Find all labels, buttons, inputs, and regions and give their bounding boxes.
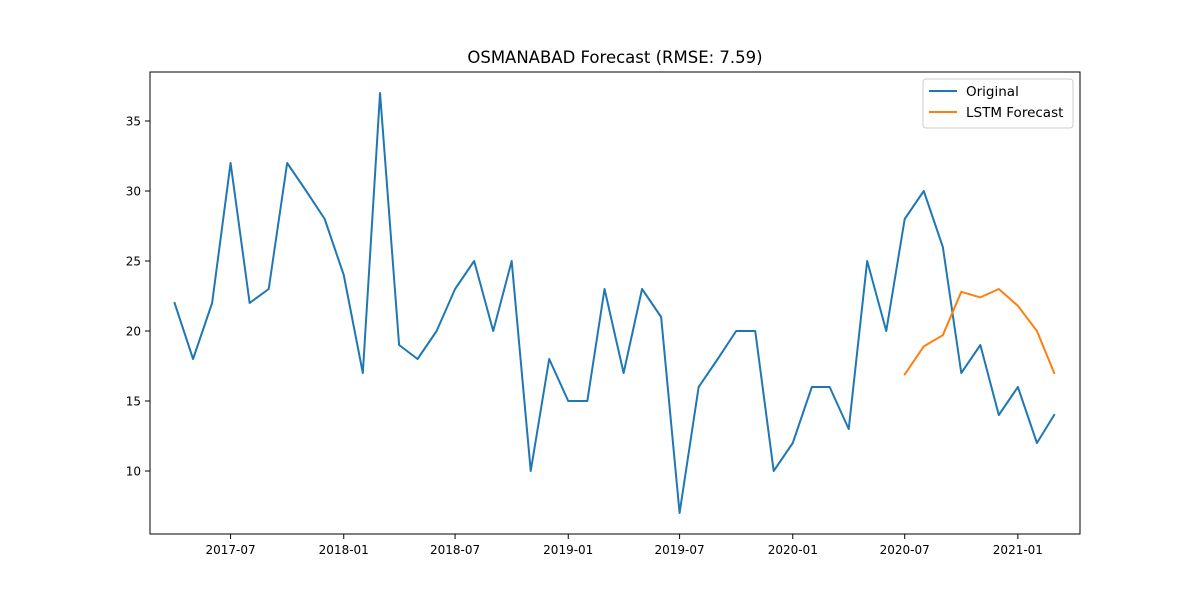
plot-frame xyxy=(149,71,1081,535)
series-line-original xyxy=(173,92,1056,514)
y-tick-label: 25 xyxy=(126,255,141,269)
y-axis: 10 15 20 25 30 35 xyxy=(126,115,150,479)
y-tick-label: 20 xyxy=(126,325,141,339)
x-tick-label: 2020-07 xyxy=(880,543,930,557)
x-tick-label: 2018-01 xyxy=(319,543,369,557)
y-tick-label: 35 xyxy=(126,115,141,129)
series-line-lstm-forecast xyxy=(903,288,1056,376)
legend-label: LSTM Forecast xyxy=(966,105,1063,121)
y-tick-label: 15 xyxy=(126,395,141,409)
x-tick-label: 2019-01 xyxy=(543,543,593,557)
y-tick-label: 10 xyxy=(126,465,141,479)
legend: Original LSTM Forecast xyxy=(922,78,1074,129)
legend-label: Original xyxy=(966,84,1019,100)
x-tick-label: 2019-07 xyxy=(655,543,705,557)
y-tick-label: 30 xyxy=(126,185,141,199)
x-tick-label: 2018-07 xyxy=(430,543,480,557)
plot-series xyxy=(173,92,1056,514)
x-axis: 2017-07 2018-01 2018-07 2019-01 2019-07 2020-… xyxy=(206,534,1043,557)
x-tick-label: 2020-01 xyxy=(768,543,818,557)
x-tick-label: 2017-07 xyxy=(206,543,256,557)
x-tick-label: 2021-01 xyxy=(993,543,1043,557)
legend-box xyxy=(922,78,1074,129)
chart-title: OSMANABAD Forecast (RMSE: 7.59) xyxy=(467,48,762,67)
